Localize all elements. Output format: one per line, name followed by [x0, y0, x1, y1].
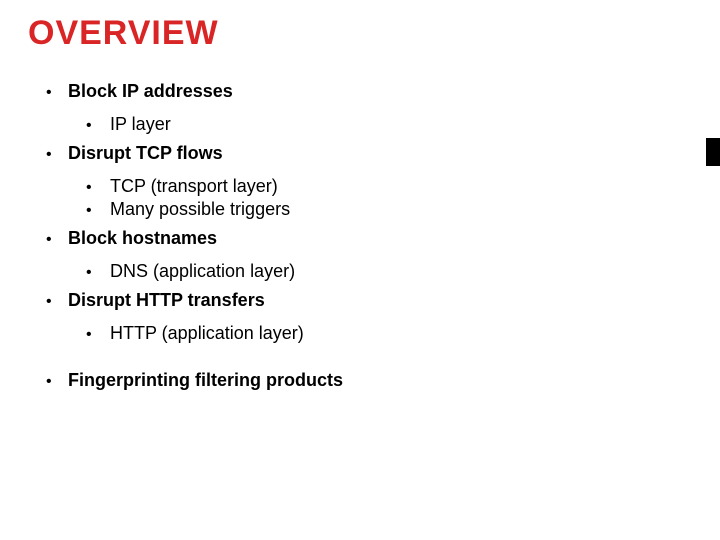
sublist: • IP layer [28, 114, 692, 135]
list-subitem: • IP layer [28, 114, 692, 135]
bullet-list: • Block IP addresses • IP layer • Disrup… [28, 81, 692, 391]
list-item-label: Fingerprinting filtering products [68, 370, 343, 391]
list-item: • Fingerprinting filtering products [28, 370, 692, 391]
list-subitem-label: DNS (application layer) [110, 261, 295, 282]
bullet-icon: • [46, 231, 68, 249]
list-subitem-label: HTTP (application layer) [110, 323, 304, 344]
bullet-icon: • [46, 84, 68, 102]
list-item-label: Block hostnames [68, 228, 217, 249]
sublist: • HTTP (application layer) [28, 323, 692, 344]
bullet-icon: • [86, 326, 110, 344]
bullet-icon: • [86, 179, 110, 197]
sublist: • DNS (application layer) [28, 261, 692, 282]
list-item-label: Disrupt HTTP transfers [68, 290, 265, 311]
sublist: • TCP (transport layer) • Many possible … [28, 176, 692, 220]
bullet-icon: • [86, 202, 110, 220]
list-subitem-label: Many possible triggers [110, 199, 290, 220]
list-item: • Block IP addresses • IP layer [28, 81, 692, 135]
list-subitem-label: TCP (transport layer) [110, 176, 278, 197]
bullet-icon: • [86, 264, 110, 282]
list-item-label: Block IP addresses [68, 81, 233, 102]
list-item-label: Disrupt TCP flows [68, 143, 223, 164]
bullet-icon: • [46, 146, 68, 164]
bullet-icon: • [46, 293, 68, 311]
list-item: • Block hostnames • DNS (application lay… [28, 228, 692, 282]
list-subitem-label: IP layer [110, 114, 171, 135]
accent-bar [706, 138, 720, 166]
bullet-icon: • [46, 373, 68, 391]
bullet-icon: • [86, 117, 110, 135]
list-item: • Disrupt TCP flows • TCP (transport lay… [28, 143, 692, 220]
list-subitem: • DNS (application layer) [28, 261, 692, 282]
slide: OVERVIEW • Block IP addresses • IP layer… [0, 0, 720, 540]
list-item: • Disrupt HTTP transfers • HTTP (applica… [28, 290, 692, 344]
list-subitem: • HTTP (application layer) [28, 323, 692, 344]
list-subitem: • TCP (transport layer) [28, 176, 692, 197]
slide-title: OVERVIEW [28, 14, 692, 53]
list-subitem: • Many possible triggers [28, 199, 692, 220]
